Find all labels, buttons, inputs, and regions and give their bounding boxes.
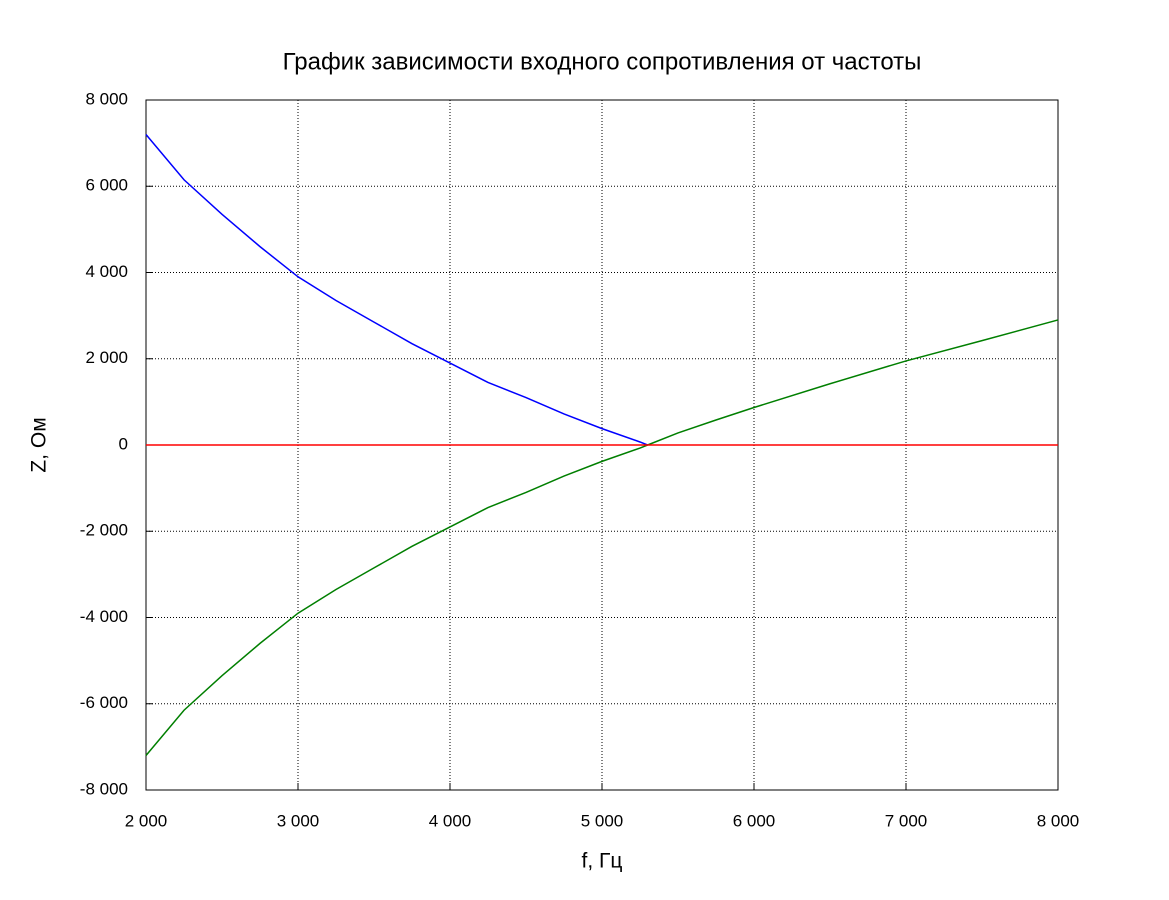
y-tick-label: -6 000 [80, 693, 128, 712]
x-tick-label: 8 000 [1037, 811, 1080, 830]
x-tick-label: 6 000 [733, 811, 776, 830]
x-tick-label: 7 000 [885, 811, 928, 830]
y-axis-label: Z, Ом [28, 417, 51, 472]
y-tick-label: -4 000 [80, 607, 128, 626]
y-tick-label: 8 000 [85, 89, 128, 108]
x-tick-label: 5 000 [581, 811, 624, 830]
y-tick-label: 0 [119, 434, 128, 453]
y-tick-label: -8 000 [80, 779, 128, 798]
y-tick-label: 6 000 [85, 176, 128, 195]
data-line [145, 319, 1059, 756]
chart-title: График зависимости входного сопротивлени… [283, 48, 922, 75]
x-axis-label: f, Гц [582, 850, 623, 873]
x-tick-label: 2 000 [125, 811, 168, 830]
data-line [145, 134, 648, 446]
x-tick-label: 3 000 [277, 811, 320, 830]
y-tick-label: 2 000 [85, 348, 128, 367]
y-tick-label: 4 000 [85, 262, 128, 281]
y-tick-label: -2 000 [80, 521, 128, 540]
x-tick-label: 4 000 [429, 811, 472, 830]
